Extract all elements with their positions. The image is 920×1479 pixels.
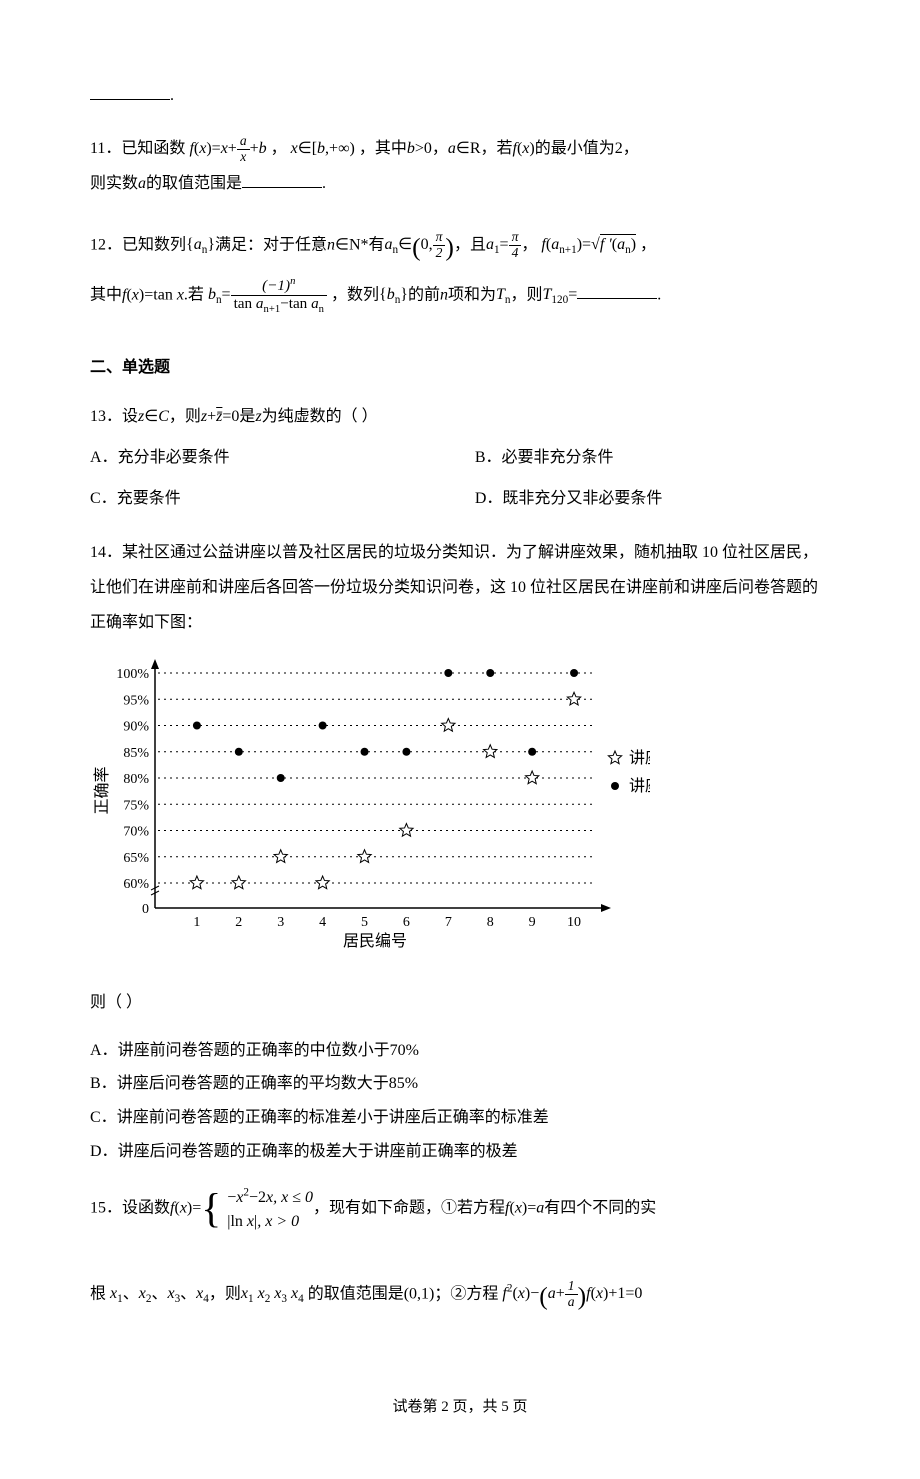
svg-text:60%: 60% — [123, 877, 149, 892]
q14-then: 则（ ） — [90, 985, 830, 1020]
q12-num: 12． — [90, 236, 122, 253]
q15-num: 15． — [90, 1200, 122, 1217]
page-number: 2 — [441, 1399, 449, 1415]
q12-blank — [577, 280, 657, 299]
q14: 14．某社区通过公益讲座以普及社区居民的垃圾分类知识．为了解讲座效果，随机抽取 … — [90, 535, 830, 641]
svg-text:4: 4 — [319, 915, 326, 930]
svg-text:10: 10 — [567, 915, 581, 930]
q11: 11．已知函数 f(x)=x+ax+b ， x∈[b,+∞) ，其中b>0，a∈… — [90, 131, 830, 201]
svg-text:85%: 85% — [123, 746, 149, 761]
period: . — [170, 87, 174, 104]
svg-text:7: 7 — [445, 915, 452, 930]
blank-top — [90, 81, 170, 100]
section-mc-header: 二、单选题 — [90, 355, 830, 381]
svg-text:100%: 100% — [116, 667, 149, 682]
svg-text:65%: 65% — [123, 851, 149, 866]
q12: 12．已知数列{an}满足：对于任意n∈N*有an∈(0,π2)，且a1=π4，… — [90, 220, 830, 316]
q14-opt-d[interactable]: D．讲座后问卷答题的正确率的极差大于讲座前正确率的极差 — [90, 1139, 830, 1165]
q13-opt-a[interactable]: A．充分非必要条件 — [90, 440, 445, 475]
q11-num: 11． — [90, 140, 121, 157]
q11-pre: 已知函数 — [121, 140, 185, 157]
svg-text:75%: 75% — [123, 798, 149, 813]
q14-opt-c[interactable]: C．讲座前问卷答题的正确率的标准差小于讲座后正确率的标准差 — [90, 1105, 830, 1131]
svg-text:8: 8 — [487, 915, 494, 930]
svg-text:6: 6 — [403, 915, 410, 930]
q14-opt-a[interactable]: A．讲座前问卷答题的正确率的中位数小于70% — [90, 1038, 830, 1064]
svg-text:0: 0 — [142, 902, 149, 917]
page-footer: 试卷第 2 页，共 5 页 — [90, 1395, 830, 1419]
q15-piecewise: { −x2−2x, x ≤ 0 |ln x|, x > 0 — [201, 1184, 313, 1233]
svg-text:5: 5 — [361, 915, 368, 930]
q14-opt-b[interactable]: B．讲座后问卷答题的正确率的平均数大于85% — [90, 1071, 830, 1097]
q13-opt-c[interactable]: C．充要条件 — [90, 481, 445, 516]
svg-text:3: 3 — [277, 915, 284, 930]
q14-num: 14． — [90, 544, 122, 561]
svg-text:2: 2 — [235, 915, 242, 930]
svg-text:讲座后: 讲座后 — [629, 777, 650, 795]
q11-domain: x∈[b,+∞) — [291, 140, 359, 157]
q13-num: 13． — [90, 408, 122, 425]
q13-opt-d[interactable]: D．既非充分又非必要条件 — [475, 481, 830, 516]
page-total: 5 — [501, 1399, 509, 1415]
q13: 13．设z∈C，则z+z̄=0是z为纯虚数的（ ） A．充分非必要条件 B．必要… — [90, 399, 830, 517]
q14-chart: 0 60% 65% 70% 75% 80% 85% 90% 95% 100% 1 2 3 4 5 6 7 8 9 10… — [90, 658, 830, 967]
svg-text:90%: 90% — [123, 720, 149, 735]
svg-text:1: 1 — [193, 915, 200, 930]
svg-text:正确率: 正确率 — [93, 767, 111, 815]
svg-text:95%: 95% — [123, 693, 149, 708]
q14-text: 某社区通过公益讲座以普及社区居民的垃圾分类知识．为了解讲座效果，随机抽取 10 … — [90, 544, 818, 631]
q13-opt-b[interactable]: B．必要非充分条件 — [475, 440, 830, 475]
chart-svg: 0 60% 65% 70% 75% 80% 85% 90% 95% 100% 1 2 3 4 5 6 7 8 9 10… — [90, 658, 650, 958]
svg-text:80%: 80% — [123, 772, 149, 787]
svg-text:讲座前: 讲座前 — [629, 749, 650, 767]
q15: 15．设函数f(x)= { −x2−2x, x ≤ 0 |ln x|, x > … — [90, 1184, 830, 1325]
svg-text:居民编号: 居民编号 — [343, 932, 407, 950]
q11-fx: f(x)=x+ax+b — [185, 140, 270, 157]
q-header-continuation: . — [90, 78, 830, 113]
svg-text:70%: 70% — [123, 825, 149, 840]
svg-text:9: 9 — [529, 915, 536, 930]
q11-blank — [242, 169, 322, 188]
